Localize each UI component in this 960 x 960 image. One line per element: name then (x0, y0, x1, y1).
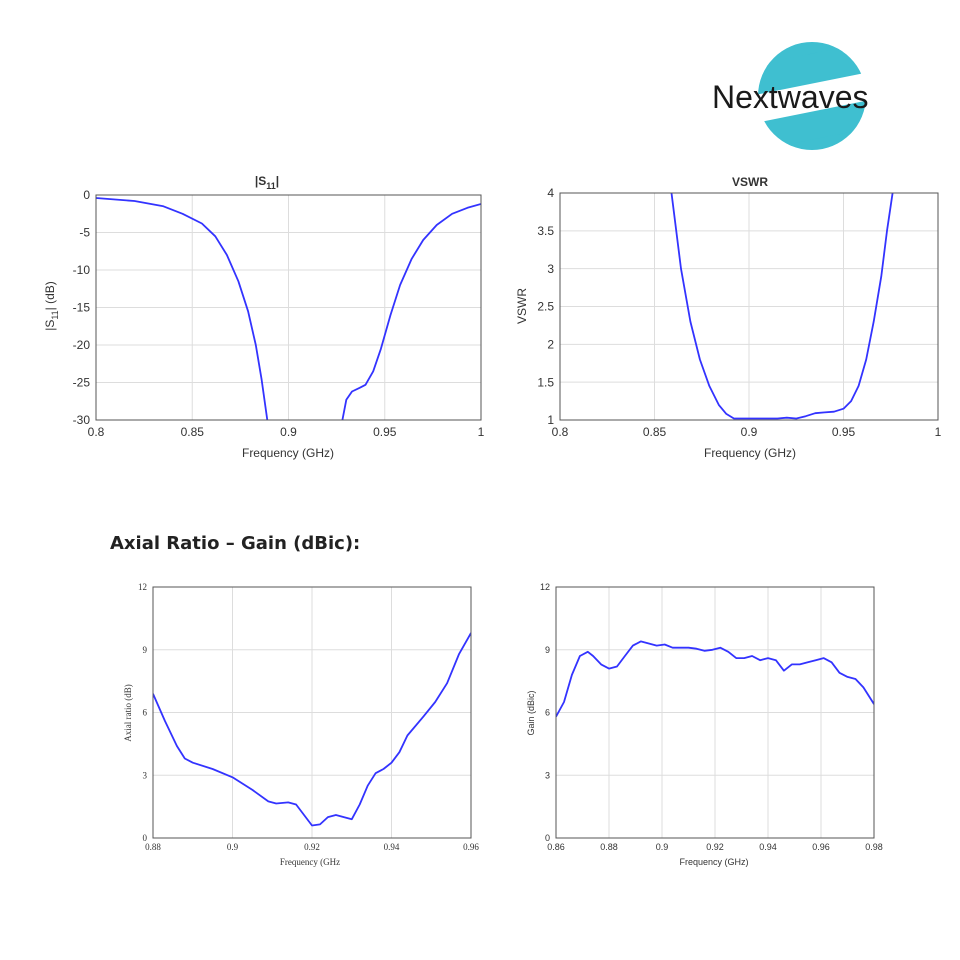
gain-ytick-label: 0 (545, 833, 550, 843)
s11-xtick-label: 1 (478, 425, 485, 439)
axial-ratio-axes-box (152, 586, 472, 839)
brand-logo: Nextwaves (700, 30, 920, 160)
gain-ytick-label: 12 (540, 582, 550, 592)
gain-ytick-label: 3 (545, 770, 550, 780)
gain-xtick-label: 0.9 (656, 842, 669, 852)
gain-xtick-label: 0.86 (547, 842, 565, 852)
s11-xtick-label: 0.9 (280, 425, 297, 439)
axial-ratio-ytick-label: 0 (143, 833, 148, 843)
vswr-ytick-label: 1.5 (537, 375, 554, 389)
s11-ytick-label: -5 (79, 226, 90, 240)
vswr-title: VSWR (732, 175, 768, 189)
axial-ratio-ytick-label: 9 (143, 645, 148, 655)
vswr-plot-area: 0.8 0.85 0.9 0.95 1 1 1.5 2 2.5 3 3.5 4 (537, 186, 941, 439)
vswr-ytick-label: 1 (547, 413, 554, 427)
vswr-xtick-label: 1 (935, 425, 942, 439)
gain-xtick-label: 0.96 (812, 842, 830, 852)
vswr-xtick-label: 0.95 (832, 425, 856, 439)
s11-axes-box (95, 194, 482, 421)
vswr-ylabel: VSWR (515, 288, 529, 324)
vswr-ytick-label: 3 (547, 262, 554, 276)
axial-ratio-series-line (153, 632, 471, 827)
s11-ytick-label: -25 (73, 376, 91, 390)
s11-plot-area: 0.8 0.85 0.9 0.95 1 0 -5 -10 -15 -20 -25 -30 (73, 188, 485, 439)
vswr-ytick-label: 2.5 (537, 300, 554, 314)
vswr-axes-box (559, 192, 939, 421)
brand-name: Nextwaves (712, 79, 869, 115)
gain-plot-area: 0.86 0.88 0.9 0.92 0.94 0.96 0.98 0 3 6 9 12 (540, 582, 883, 852)
s11-xtick-label: 0.8 (88, 425, 105, 439)
vswr-ytick-label: 4 (547, 186, 554, 200)
vswr-xtick-label: 0.85 (643, 425, 667, 439)
vswr-xlabel: Frequency (GHz) (704, 446, 796, 460)
vswr-xtick-label: 0.8 (552, 425, 569, 439)
axial-ratio-ytick-label: 6 (143, 708, 148, 718)
gain-xlabel: Frequency (GHz) (679, 857, 748, 867)
vswr-ytick-label: 3.5 (537, 224, 554, 238)
s11-ytick-label: -30 (73, 413, 91, 427)
axial-ratio-ytick-label: 3 (143, 770, 148, 780)
s11-ytick-label: 0 (83, 188, 90, 202)
axial-ratio-xlabel: Frequency (GHz (280, 857, 340, 867)
gain-axes-box (555, 586, 875, 839)
gain-xtick-label: 0.92 (706, 842, 724, 852)
vswr-series-line (670, 193, 894, 420)
s11-series-line (341, 203, 481, 420)
gain-ytick-label: 9 (545, 645, 550, 655)
s11-xtick-label: 0.95 (373, 425, 397, 439)
s11-title: |S11| (255, 174, 279, 191)
vswr-xtick-label: 0.9 (741, 425, 758, 439)
vswr-ytick-label: 2 (547, 338, 554, 352)
s11-series-line (96, 197, 269, 420)
gain-xtick-label: 0.94 (759, 842, 777, 852)
s11-ytick-label: -20 (73, 338, 91, 352)
axial-ratio-xtick-label: 0.92 (304, 842, 320, 852)
s11-ytick-label: -15 (73, 301, 91, 315)
axial-ratio-xtick-label: 0.94 (384, 842, 400, 852)
s11-ytick-label: -10 (73, 263, 91, 277)
axial-ratio-xtick-label: 0.88 (145, 842, 161, 852)
gain-xtick-label: 0.98 (865, 842, 883, 852)
gain-xtick-label: 0.88 (600, 842, 618, 852)
axial-ratio-ytick-label: 12 (138, 582, 147, 592)
axial-ratio-plot-area: 0.88 0.9 0.92 0.94 0.96 0 3 6 9 12 (138, 582, 479, 852)
axial-ratio-xtick-label: 0.9 (227, 842, 239, 852)
s11-ylabel: |S11| (dB) (43, 281, 60, 331)
s11-xtick-label: 0.85 (181, 425, 205, 439)
axial-ratio-ylabel: Axial ratio (dB) (123, 684, 133, 742)
gain-ytick-label: 6 (545, 708, 550, 718)
waves-logo-icon: Nextwaves (712, 42, 869, 150)
gain-ylabel: Gain (dBic) (526, 690, 536, 735)
section-heading: Axial Ratio – Gain (dBic): (110, 533, 361, 554)
gain-series-line (556, 640, 874, 718)
s11-xlabel: Frequency (GHz) (242, 446, 334, 460)
axial-ratio-xtick-label: 0.96 (463, 842, 479, 852)
